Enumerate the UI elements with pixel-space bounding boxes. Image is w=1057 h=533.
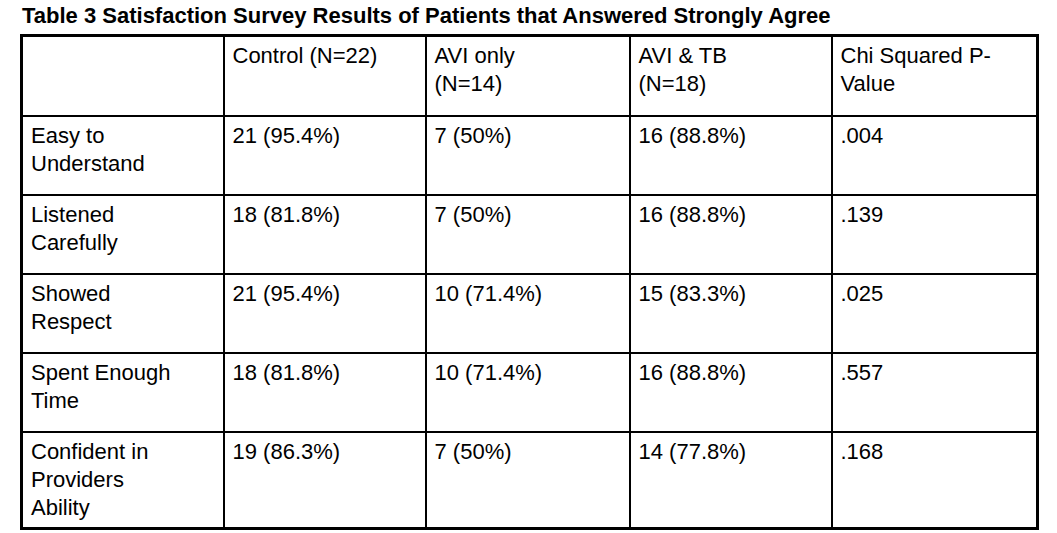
cell-avi-tb: 16 (88.8%) (630, 116, 832, 195)
cell-avi-only: 7 (50%) (426, 116, 630, 195)
cell-avi-only: 10 (71.4%) (426, 274, 630, 353)
header-empty-cell (22, 36, 224, 116)
table-row-showed-respect: Showed Respect 21 (95.4%) 10 (71.4%) 15 … (22, 274, 1038, 353)
row-label: Confident in Providers Ability (22, 432, 224, 528)
page: Table 3 Satisfaction Survey Results of P… (0, 0, 1057, 530)
cell-p-value: .025 (832, 274, 1038, 353)
table-title: Table 3 Satisfaction Survey Results of P… (22, 3, 1057, 29)
table-row-confident-in-providers-ability: Confident in Providers Ability 19 (86.3%… (22, 432, 1038, 528)
cell-avi-only: 7 (50%) (426, 432, 630, 528)
table-row-spent-enough-time: Spent Enough Time 18 (81.8%) 10 (71.4%) … (22, 353, 1038, 432)
cell-avi-tb: 15 (83.3%) (630, 274, 832, 353)
cell-avi-tb: 14 (77.8%) (630, 432, 832, 528)
row-label: Showed Respect (22, 274, 224, 353)
cell-p-value: .004 (832, 116, 1038, 195)
cell-avi-tb: 16 (88.8%) (630, 195, 832, 274)
table-row-easy-to-understand: Easy to Understand 21 (95.4%) 7 (50%) 16… (22, 116, 1038, 195)
header-control: Control (N=22) (224, 36, 426, 116)
cell-avi-only: 10 (71.4%) (426, 353, 630, 432)
cell-control: 18 (81.8%) (224, 353, 426, 432)
header-row: Control (N=22) AVI only (N=14) AVI & TB … (22, 36, 1038, 116)
cell-p-value: .557 (832, 353, 1038, 432)
cell-control: 18 (81.8%) (224, 195, 426, 274)
satisfaction-results-table: Control (N=22) AVI only (N=14) AVI & TB … (20, 34, 1039, 529)
cell-control: 21 (95.4%) (224, 116, 426, 195)
cell-avi-only: 7 (50%) (426, 195, 630, 274)
cell-control: 19 (86.3%) (224, 432, 426, 528)
cell-p-value: .139 (832, 195, 1038, 274)
table-row-listened-carefully: Listened Carefully 18 (81.8%) 7 (50%) 16… (22, 195, 1038, 274)
row-label: Spent Enough Time (22, 353, 224, 432)
header-p-value: Chi Squared P- Value (832, 36, 1038, 116)
row-label: Easy to Understand (22, 116, 224, 195)
cell-avi-tb: 16 (88.8%) (630, 353, 832, 432)
cell-p-value: .168 (832, 432, 1038, 528)
row-label: Listened Carefully (22, 195, 224, 274)
cell-control: 21 (95.4%) (224, 274, 426, 353)
header-avi-only: AVI only (N=14) (426, 36, 630, 116)
header-avi-tb: AVI & TB (N=18) (630, 36, 832, 116)
